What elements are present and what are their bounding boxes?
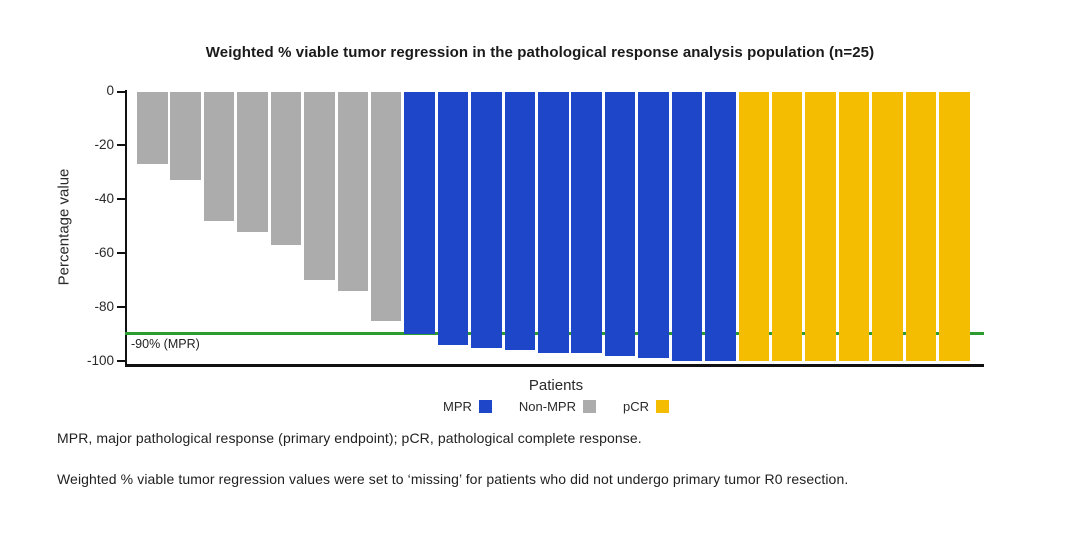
- mpr-threshold-label: -90% (MPR): [131, 337, 200, 351]
- footnote-abbreviations: MPR, major pathological response (primar…: [57, 430, 642, 446]
- y-tick-label--100: -100: [86, 352, 114, 368]
- legend-label-pcr: pCR: [622, 399, 649, 414]
- bar-patient-16-mpr: [638, 91, 669, 359]
- bar-patient-7-non-mpr: [337, 91, 369, 291]
- non-mpr-color-swatch: [582, 400, 596, 413]
- bar-patient-12-mpr: [504, 91, 536, 351]
- bar-patient-25-pcr: [939, 91, 970, 361]
- y-tick-label--20: -20: [94, 136, 114, 152]
- pcr-color-swatch: [655, 400, 669, 413]
- bar-patient-5-non-mpr: [270, 91, 302, 246]
- y-tick-mark--80: [117, 306, 126, 309]
- y-tick-mark--100: [117, 360, 126, 362]
- legend: MPR Non-MPR pCR: [127, 399, 985, 414]
- y-tick-mark--60: [117, 252, 126, 255]
- footnote-missing-values: Weighted % viable tumor regression value…: [57, 471, 849, 487]
- bar-patient-9-mpr: [404, 91, 435, 335]
- bar-patient-8-non-mpr: [370, 91, 402, 321]
- y-tick-label--80: -80: [94, 298, 114, 314]
- bar-patient-4-non-mpr: [237, 91, 268, 232]
- bar-patient-1-non-mpr: [137, 91, 168, 165]
- bar-patient-11-mpr: [471, 91, 502, 348]
- mpr-color-swatch: [478, 400, 492, 413]
- y-axis-line: [125, 90, 127, 366]
- bar-patient-2-non-mpr: [170, 91, 201, 181]
- legend-item-mpr: MPR: [443, 399, 492, 414]
- y-tick-label--60: -60: [94, 244, 114, 260]
- bar-patient-24-pcr: [905, 91, 937, 361]
- bar-patient-22-pcr: [838, 91, 870, 361]
- bar-patient-15-mpr: [604, 91, 636, 356]
- legend-item-non-mpr: Non-MPR: [519, 399, 596, 414]
- y-tick-mark-0: [117, 90, 126, 93]
- bar-patient-18-mpr: [705, 91, 736, 361]
- x-axis-line: [125, 364, 984, 367]
- chart-title: Weighted % viable tumor regression in th…: [205, 44, 875, 61]
- bar-patient-21-pcr: [805, 91, 836, 361]
- bar-patient-10-mpr: [437, 91, 469, 345]
- y-tick-label--40: -40: [94, 190, 114, 206]
- x-axis-title: Patients: [528, 377, 584, 394]
- legend-label-mpr: MPR: [443, 399, 472, 414]
- bar-patient-23-pcr: [872, 91, 903, 361]
- y-tick-label-0: 0: [106, 83, 114, 98]
- bar-patient-19-pcr: [738, 91, 770, 361]
- y-tick-mark--40: [117, 198, 126, 201]
- legend-label-non-mpr: Non-MPR: [518, 399, 576, 414]
- y-tick-mark--20: [117, 144, 126, 147]
- bar-patient-17-mpr: [671, 91, 703, 361]
- bar-patient-14-mpr: [571, 91, 602, 353]
- bar-patient-13-mpr: [538, 91, 569, 353]
- bar-patient-20-pcr: [771, 91, 803, 361]
- legend-item-pcr: pCR: [623, 399, 669, 414]
- bar-patient-3-non-mpr: [203, 91, 235, 221]
- bar-patient-6-non-mpr: [304, 91, 335, 281]
- y-axis-title: Percentage value: [55, 168, 73, 286]
